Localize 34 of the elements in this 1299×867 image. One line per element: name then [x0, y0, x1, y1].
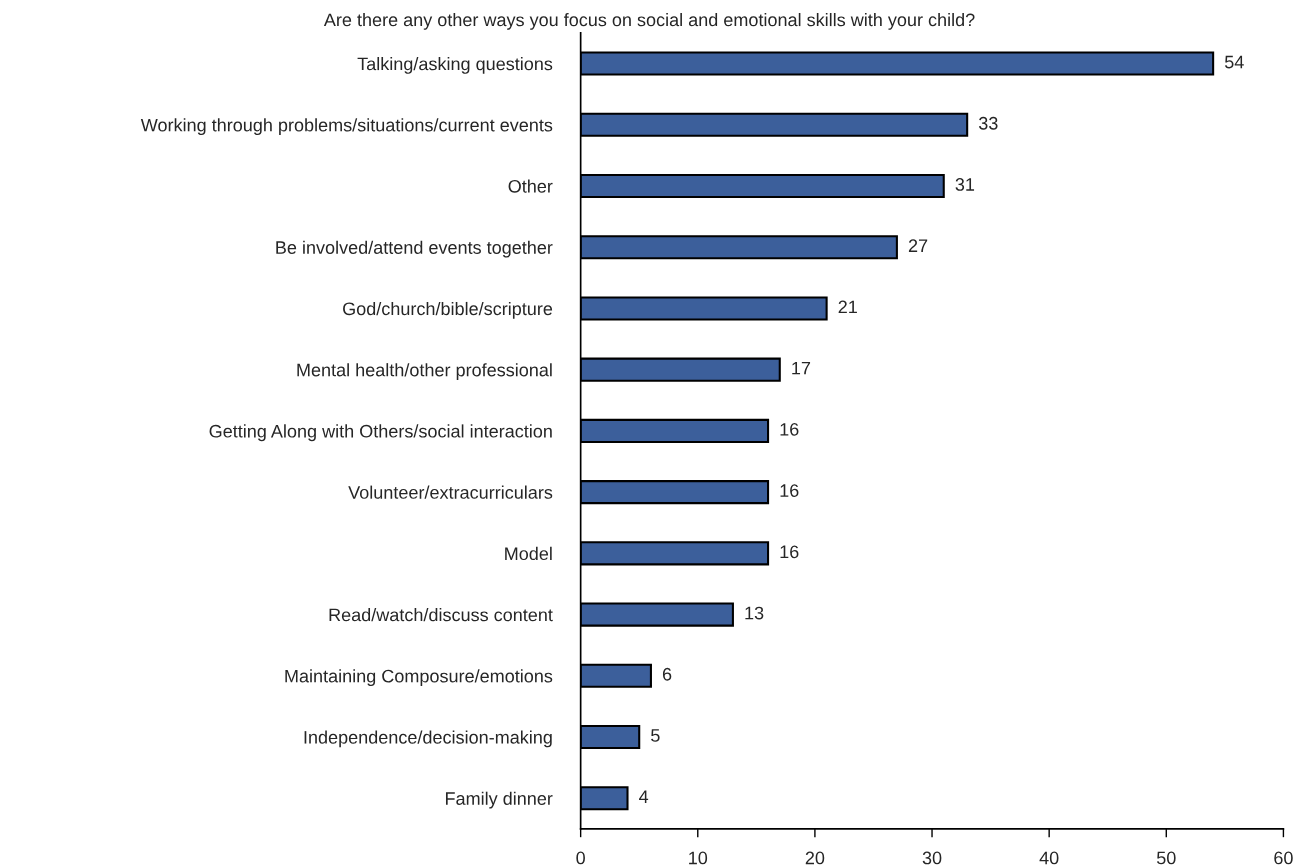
y-tick-label: Family dinner	[445, 791, 553, 809]
x-tick-label: 50	[1156, 851, 1176, 865]
data-label: 16	[780, 484, 799, 497]
x-tick-label: 10	[689, 851, 708, 865]
y-tick-label: Independence/decision-making	[304, 730, 552, 748]
data-label: 6	[662, 667, 672, 681]
data-label: 17	[792, 361, 811, 375]
data-label: 31	[955, 178, 975, 191]
data-label: 16	[780, 422, 799, 436]
y-tick-label: Talking/asking questions	[357, 57, 553, 74]
chart-title: Are there any other ways you focus on social and emotional skills with your child?	[323, 13, 975, 30]
x-tick-label: 30	[922, 851, 942, 865]
x-tick-label: 60	[1274, 851, 1293, 865]
y-tick-label: God/church/bible/scripture	[343, 301, 553, 319]
y-tick-label: Maintaining Composure/emotions	[285, 669, 553, 687]
y-tick-label: Getting Along with Others/social interaction	[209, 424, 552, 442]
y-tick-label: Be involved/attend events together	[276, 240, 553, 258]
data-label: 16	[780, 545, 799, 559]
data-label: 54	[1224, 55, 1244, 69]
x-tick-label: 40	[1039, 851, 1059, 865]
y-tick-label: Working through problems/situations/current events	[140, 118, 553, 136]
x-tick-label: 20	[805, 851, 825, 865]
y-tick-label: Other	[508, 179, 553, 193]
y-tick-label: Mental health/other professional	[297, 363, 552, 380]
data-label: 13	[745, 606, 764, 620]
data-label: 21	[838, 300, 857, 314]
data-label: 4	[639, 790, 649, 803]
x-tick-label: 0	[576, 851, 585, 865]
y-tick-label: Read/watch/discuss content	[329, 608, 553, 622]
data-label: 33	[978, 116, 998, 130]
y-tick-label: Volunteer/extracurriculars	[348, 485, 553, 499]
data-label: 27	[908, 239, 928, 252]
y-tick-label: Model	[505, 546, 552, 561]
data-label: 5	[651, 729, 660, 742]
